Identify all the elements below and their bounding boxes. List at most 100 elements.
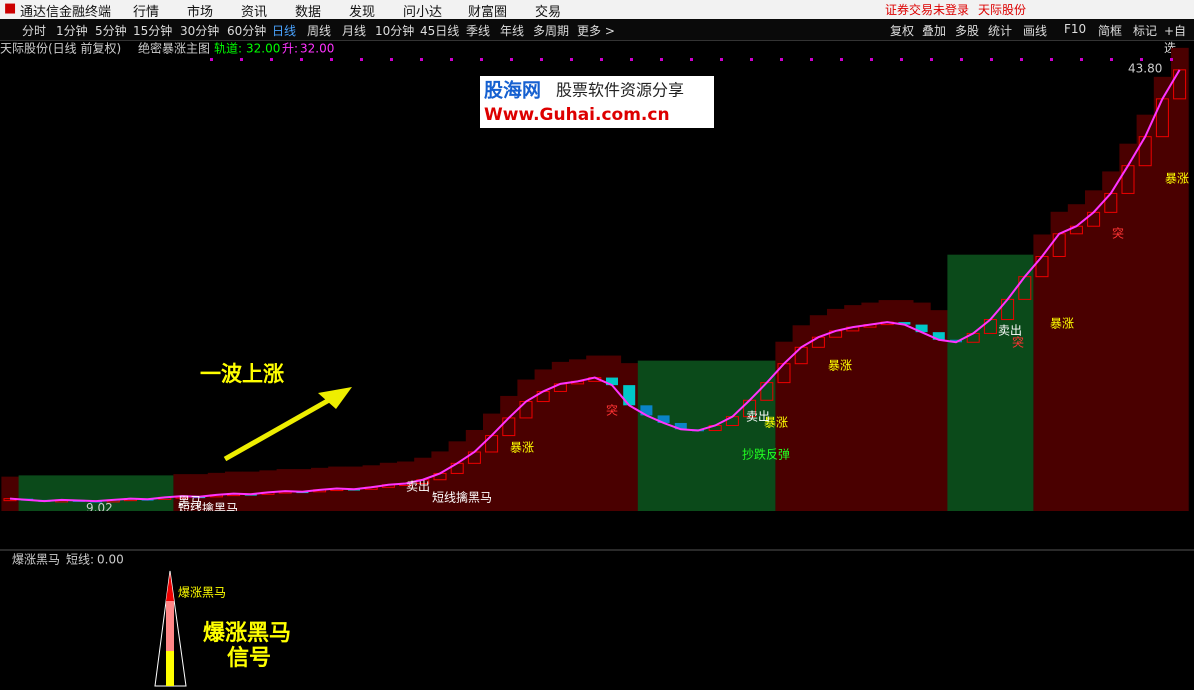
arrow-head xyxy=(318,387,352,409)
toolbar-button[interactable]: 季线 xyxy=(466,24,491,38)
zone xyxy=(775,341,794,512)
param-name: 升: xyxy=(282,42,298,56)
param-value: 0.00 xyxy=(97,553,124,567)
sub-title: 爆涨黑马 xyxy=(12,552,60,567)
toolbar-button[interactable]: 多周期 xyxy=(533,24,570,38)
dot xyxy=(660,58,663,61)
zone xyxy=(827,308,845,512)
zone xyxy=(895,300,914,512)
annotation: 突 xyxy=(1112,226,1124,241)
candle xyxy=(606,377,618,386)
arrow xyxy=(223,388,347,462)
dot xyxy=(870,58,873,61)
toolbar-button[interactable]: 年线 xyxy=(500,24,525,38)
toolbar: 分时 1分钟 5分钟 15分钟 30分钟 60分钟 日线 周线 月线 10分钟 45日线 季线 年线 多周… xyxy=(0,19,1194,55)
toolbar-button[interactable]: 10分钟 xyxy=(375,24,415,38)
zone xyxy=(809,315,828,512)
menu-item[interactable]: 资讯 xyxy=(241,5,268,20)
dot xyxy=(1170,58,1173,61)
zone xyxy=(517,379,536,512)
dot xyxy=(1140,58,1143,61)
stock-name: 天际股份 xyxy=(978,3,1027,17)
zone xyxy=(18,475,174,512)
zone xyxy=(861,302,880,512)
watermark-bg xyxy=(480,76,714,128)
toolbar-button[interactable]: 15分钟 xyxy=(133,24,173,38)
param-value: 32.00 xyxy=(246,42,280,56)
login-status[interactable]: 证券交易未登录 xyxy=(885,3,970,17)
annotation: 暴涨 xyxy=(510,440,534,455)
dot xyxy=(1020,58,1023,61)
candle xyxy=(674,422,687,430)
menu-item[interactable]: 数据 xyxy=(295,5,322,20)
dot xyxy=(690,58,693,61)
toolbar-button[interactable]: 45日线 xyxy=(420,24,460,38)
menu-item[interactable]: 交易 xyxy=(535,5,562,20)
bottom-axis xyxy=(0,511,1194,551)
annotation: 卖出 xyxy=(406,480,430,494)
chart: 天际股份(日线 前复权) 绝密暴涨主图 轨道: 32.00 升: 32.0043.809.… xyxy=(0,41,1194,687)
watermark-site: 股海网 xyxy=(484,79,541,102)
indicator-name: 绝密暴涨主图 xyxy=(138,41,210,56)
zone xyxy=(1067,204,1086,512)
price-line xyxy=(9,69,1181,503)
dot xyxy=(420,58,423,61)
dot xyxy=(810,58,813,61)
dot xyxy=(570,58,573,61)
dot xyxy=(480,58,483,61)
toolbar-button[interactable]: 简框 xyxy=(1098,24,1123,38)
toolbar-button[interactable]: 日线 xyxy=(272,24,297,38)
toolbar-button[interactable]: 分时 xyxy=(22,24,47,38)
app-name: 通达信金融终端 xyxy=(20,5,112,20)
candle xyxy=(623,385,636,406)
candle xyxy=(640,405,653,416)
annotation: 一波上涨 xyxy=(200,362,284,386)
toolbar-button[interactable]: 复权 xyxy=(890,24,915,38)
dot xyxy=(450,58,453,61)
toolbar-button[interactable]: 月线 xyxy=(342,24,367,38)
dot xyxy=(630,58,633,61)
dot xyxy=(270,58,273,61)
caption: 爆涨黑马 xyxy=(203,621,291,646)
dot xyxy=(990,58,993,61)
menu-item[interactable]: 行情 xyxy=(133,5,160,20)
toolbar-button[interactable]: 更多 > xyxy=(577,24,615,38)
zone xyxy=(792,325,811,512)
toolbar-button[interactable]: 统计 xyxy=(988,24,1013,38)
dot xyxy=(780,58,783,61)
toolbar-button[interactable]: 1分钟 xyxy=(56,24,88,38)
param-name: 短线: xyxy=(66,553,94,567)
menu-item[interactable]: 发现 xyxy=(349,5,376,20)
zone xyxy=(878,300,897,512)
toolbar-button[interactable]: 叠加 xyxy=(922,24,947,38)
param-value: 32.00 xyxy=(300,42,334,56)
candle xyxy=(898,322,911,325)
toolbar-button[interactable]: 多股 xyxy=(955,24,980,38)
zone xyxy=(225,471,243,512)
toolbar-button[interactable]: 标记 xyxy=(1133,24,1158,38)
signal-top xyxy=(166,573,174,601)
toolbar-button[interactable]: F10 xyxy=(1064,22,1087,36)
signal-label: 爆涨黑马 xyxy=(178,585,226,600)
dot xyxy=(540,58,543,61)
menu-item[interactable]: 财富圈 xyxy=(468,5,508,20)
dot xyxy=(960,58,963,61)
zone xyxy=(207,472,226,512)
dot xyxy=(390,58,393,61)
dot xyxy=(1110,58,1113,61)
toolbar-button[interactable]: 周线 xyxy=(307,24,332,38)
candle xyxy=(932,332,945,340)
dot xyxy=(930,58,933,61)
signal-mid xyxy=(166,601,174,651)
toolbar-button[interactable]: 30分钟 xyxy=(180,24,220,38)
toolbar-button[interactable]: 60分钟 xyxy=(227,24,267,38)
toolbar-button[interactable]: 5分钟 xyxy=(95,24,127,38)
toolbar-button[interactable]: 画线 xyxy=(1023,24,1048,38)
menu-item[interactable]: 市场 xyxy=(187,5,214,20)
annotation: 暴涨 xyxy=(764,415,788,430)
zone xyxy=(414,457,432,512)
caption: 信号 xyxy=(227,645,271,671)
zone xyxy=(173,474,192,512)
menu-item[interactable]: 问小达 xyxy=(403,5,443,20)
